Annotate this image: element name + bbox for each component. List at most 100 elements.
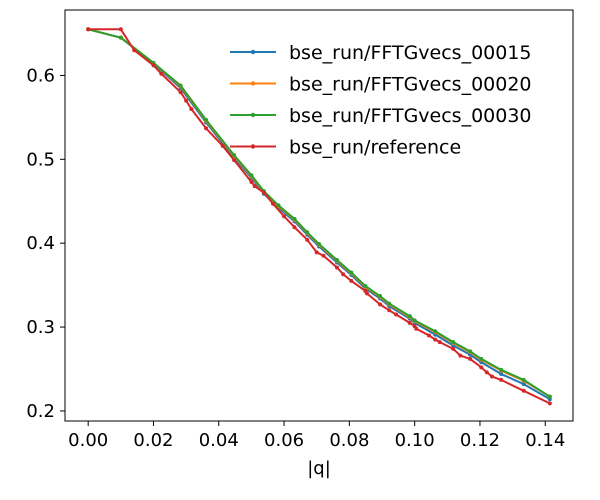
y-tick-label: 0.6 [26,65,55,86]
data-point [305,230,310,235]
data-point [458,353,463,358]
series-4 [86,27,552,406]
axes-layer: 0.00 0.02 0.04 0.06 0.08 0.10 0.12 0.14 0.2 0.3 0.… [26,9,574,451]
data-point [433,337,438,342]
data-point [276,203,281,208]
data-point [232,153,237,158]
legend-label: bse_run/reference [289,137,461,159]
x-tick-label: 0.12 [460,430,500,451]
data-point [252,184,257,189]
legend-entry: bse_run/reference [230,137,461,159]
y-tick-label: 0.5 [26,149,55,170]
data-point [378,302,383,307]
data-point [292,216,297,221]
data-point [270,201,275,206]
data-point [364,291,369,296]
data-point [499,377,504,382]
x-axis-label: |q| [307,458,331,479]
data-point [86,27,91,32]
data-point [468,349,473,354]
data-point [341,272,346,277]
data-point [521,377,526,382]
series-layer [86,27,552,406]
legend-label: bse_run/FFTGvecs_00015 [289,42,532,64]
data-point [159,71,164,76]
data-point [451,346,456,351]
data-point [321,253,326,258]
data-point [407,320,412,325]
data-point [468,356,473,361]
legend-marker [250,81,256,86]
data-point [314,250,319,255]
data-point [479,365,484,370]
data-point [414,326,419,331]
data-point [499,367,504,372]
x-tick-label: 0.02 [133,430,173,451]
series-3 [86,27,552,399]
legend-entry: bse_run/FFTGvecs_00020 [230,74,532,96]
x-tick-label: 0.06 [264,430,304,451]
legend-marker [250,144,256,149]
data-point [220,143,225,148]
data-point [412,318,417,323]
data-point [407,314,412,319]
plot-area [65,10,573,421]
data-point [547,394,552,399]
data-point [118,27,123,32]
data-point [151,63,156,68]
data-point [433,329,438,334]
data-point [547,401,552,406]
data-point [184,98,189,103]
x-tick-label: 0.14 [525,430,565,451]
legend-marker [250,112,256,118]
data-point [437,340,442,345]
data-point [317,242,321,247]
data-point [484,370,489,375]
data-point [305,237,310,242]
data-point [479,356,484,361]
data-point [451,340,456,345]
data-point [349,270,354,275]
x-tick-label: 0.10 [395,430,435,451]
series-line [87,28,551,398]
data-point [394,312,399,317]
data-point [349,278,354,283]
data-point [521,382,526,387]
data-point [521,388,526,393]
data-point [204,126,209,131]
data-point [282,214,287,219]
legend-marker [250,49,256,55]
data-point [490,374,495,379]
data-point [178,90,183,95]
x-tick-label: 0.04 [199,430,239,451]
legend-label: bse_run/FFTGvecs_00030 [289,105,532,127]
data-point [427,333,432,338]
x-tick-label: 0.08 [329,430,369,451]
data-point [499,372,504,377]
data-point [292,225,297,230]
x-tick-label: 0.00 [68,430,108,451]
data-point [189,106,194,111]
legend-label: bse_run/FFTGvecs_00020 [289,74,532,96]
legend: bse_run/FFTGvecs_00015 bse_run/FFTGvecs_0… [230,42,532,159]
data-point [249,179,254,184]
data-point [232,158,237,163]
data-point [387,301,392,306]
y-tick-label: 0.4 [26,233,55,254]
data-point [363,283,368,288]
series-line [87,28,551,401]
legend-entry: bse_run/FFTGvecs_00030 [230,105,532,127]
data-point [334,257,339,262]
data-point [118,35,123,40]
data-point [334,265,339,270]
data-point [378,294,383,299]
y-tick-label: 0.3 [26,317,55,338]
axes-frame [64,9,574,422]
legend-entry: bse_run/FFTGvecs_00015 [230,42,532,64]
y-tick-label: 0.2 [26,401,55,422]
data-point [178,83,183,88]
data-point [249,173,254,178]
data-point [262,190,267,195]
data-point [387,308,392,313]
